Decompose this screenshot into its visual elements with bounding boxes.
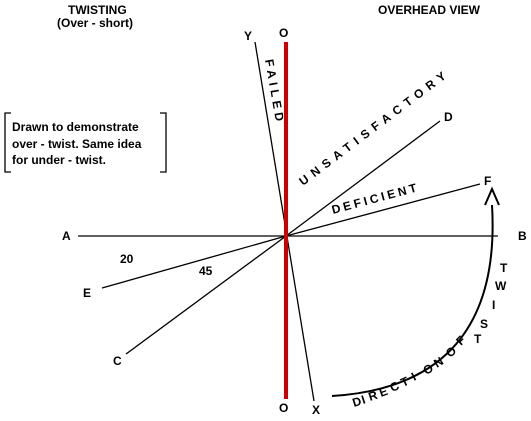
line-to-c	[125, 235, 287, 355]
angle-label-20: 20	[120, 252, 134, 266]
point-label-d: D	[444, 110, 453, 124]
point-label-a: A	[62, 229, 71, 243]
note-line-2: over - twist. Same idea	[12, 137, 142, 151]
point-label-e: E	[83, 286, 91, 300]
direction-letter: T	[399, 374, 412, 390]
subtitle-over-short: (Over - short)	[57, 16, 133, 30]
title-overhead-view: OVERHEAD VIEW	[378, 3, 481, 17]
point-label-f: F	[484, 174, 491, 188]
twist-label: TWIST	[474, 261, 508, 346]
line-to-e	[101, 235, 287, 289]
line-to-d	[285, 120, 441, 237]
note-line-1: Drawn to demonstrate	[12, 120, 139, 134]
twist-letter: T	[500, 261, 508, 275]
twist-letter: S	[480, 317, 488, 331]
twist-letter: T	[474, 332, 482, 346]
point-label-c: C	[113, 354, 122, 368]
direction-letter: I	[360, 393, 368, 407]
point-label-y: Y	[244, 29, 252, 43]
note-line-3: for under - twist.	[12, 153, 106, 167]
note-brackets	[4, 112, 167, 173]
point-label-o-top: O	[279, 26, 288, 40]
title-twisting: TWISTING	[68, 3, 127, 17]
arrowhead-icon	[484, 186, 500, 206]
direction-arc	[331, 204, 494, 397]
direction-letter: I	[409, 370, 418, 384]
twist-letter: W	[495, 279, 507, 293]
zone-label-failed: FAILED	[262, 58, 287, 126]
twist-letter: I	[492, 298, 495, 312]
point-label-o-bottom: O	[279, 401, 288, 415]
direction-letter: O	[443, 344, 459, 361]
angle-label-45: 45	[199, 264, 213, 278]
line-to-f	[285, 183, 481, 237]
point-label-b: B	[518, 229, 527, 243]
point-label-x: X	[312, 403, 320, 417]
